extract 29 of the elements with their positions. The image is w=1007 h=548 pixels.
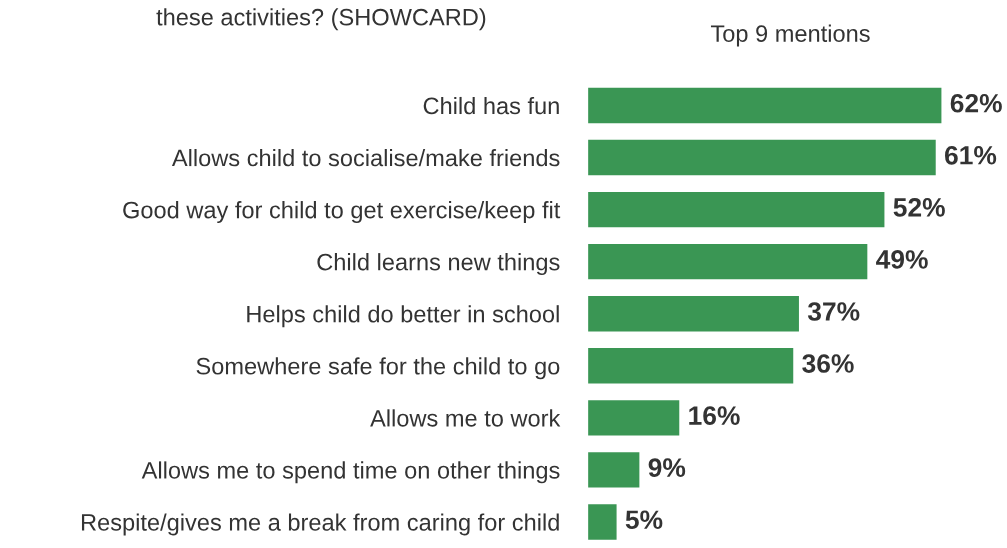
bar <box>588 87 942 124</box>
y-tick-label: Allows child to socialise/make friends <box>171 148 560 167</box>
data-label: 49% <box>876 250 928 269</box>
text: these activities? (SHOWCARD) <box>156 8 486 31</box>
y-tick-label: Child has fun <box>423 96 559 115</box>
data-label: 52% <box>893 198 945 217</box>
bar <box>588 139 936 176</box>
bar <box>588 191 885 228</box>
y-tick-label: Allows me to spend time on other things <box>141 461 560 484</box>
y-tick-label: Child learns new things <box>317 253 560 276</box>
data-label: 62% <box>950 93 1002 113</box>
data-label: 37% <box>807 302 860 321</box>
y-tick-label: Good way for child to get exercise/keep fit <box>123 201 561 224</box>
bar <box>588 296 799 332</box>
bar <box>588 504 617 540</box>
y-tick-label: Somewhere safe for the child to go <box>196 357 560 380</box>
data-label: 5% <box>625 510 663 530</box>
bar <box>588 452 640 488</box>
data-label: 36% <box>802 354 854 373</box>
y-tick-label: Helps child do better in school <box>247 305 559 328</box>
bar <box>588 243 868 280</box>
bar <box>588 400 680 436</box>
chart-subtitle: Top 9 mentions <box>710 24 870 47</box>
y-tick-label: Respite/gives me a break from caring for child <box>81 513 559 536</box>
data-label: 61% <box>945 145 997 165</box>
bar <box>588 348 794 384</box>
y-tick-label: Allows me to work <box>370 409 561 427</box>
data-label: 16% <box>689 406 740 425</box>
data-label: 9% <box>648 458 686 477</box>
